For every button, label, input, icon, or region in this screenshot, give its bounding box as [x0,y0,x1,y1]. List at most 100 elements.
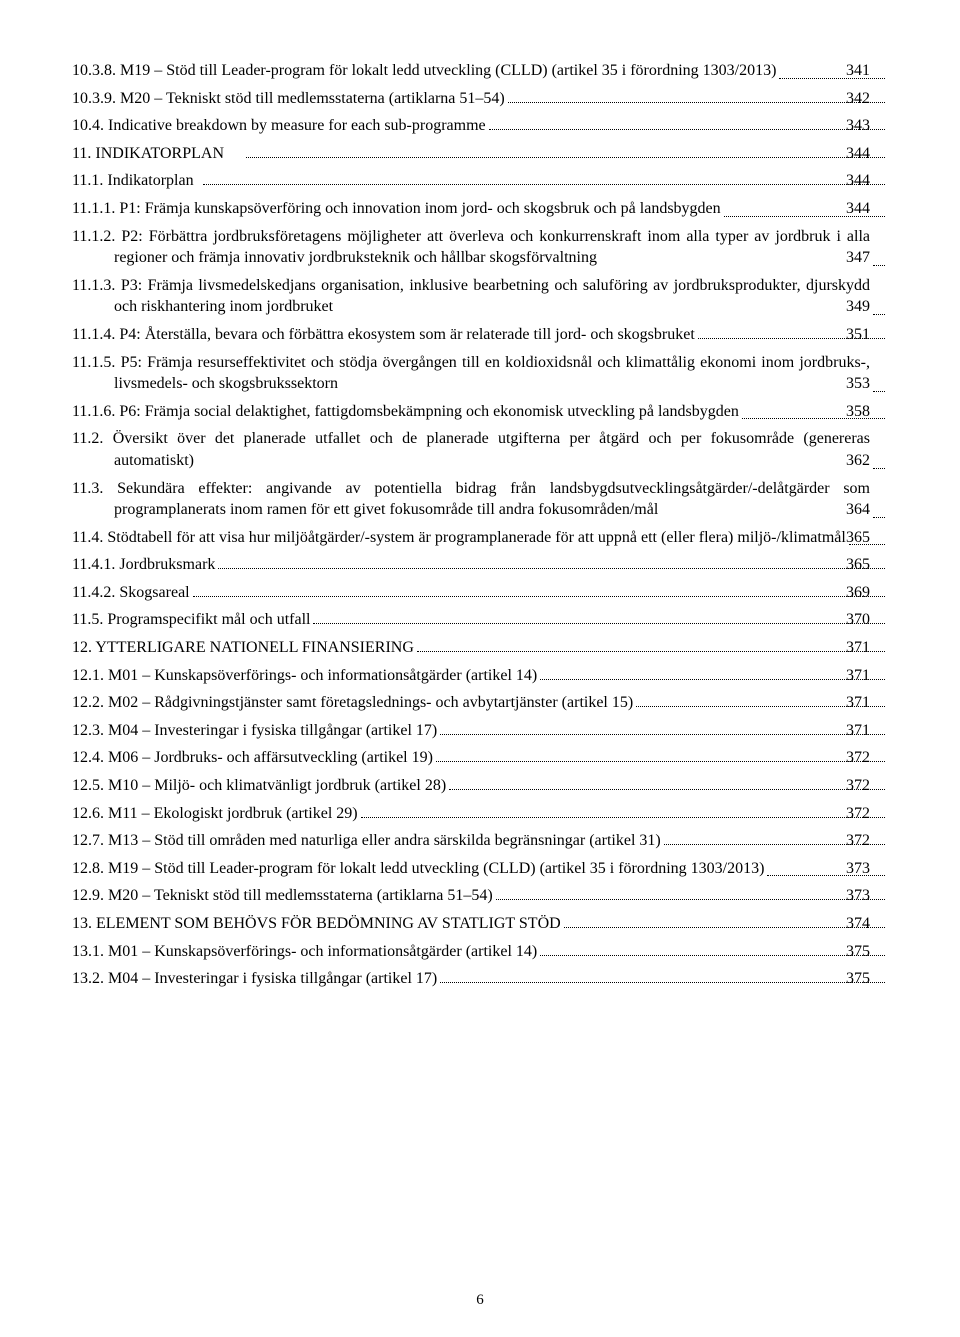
toc-number: 13. [72,915,96,932]
toc-entry: 12.3. M04 – Investeringar i fysiska till… [72,720,888,742]
toc-line: 12.2. M02 – Rådgivningstjänster samt för… [114,692,888,714]
toc-number: 13.2. [72,970,108,987]
toc-dots [496,899,885,900]
page-number: 6 [0,1292,960,1309]
toc-number: 11.1.6. [72,403,119,420]
toc-label: P3: Främja livsmedelskedjans organisatio… [114,277,870,316]
toc-text: 12.1. M01 – Kunskapsöverförings- och inf… [114,665,537,687]
toc-text: 12. YTTERLIGARE NATIONELL FINANSIERING [114,637,414,659]
toc-label: Indicative breakdown by measure for each… [108,117,486,134]
toc-entry: 11.1.1. P1: Främja kunskapsöverföring oc… [72,198,888,220]
toc-text: 10.4. Indicative breakdown by measure fo… [114,115,486,137]
toc-number: 11.4.1. [72,556,119,573]
toc-number: 11.1.5. [72,354,121,371]
toc-text: 11. INDIKATORPLAN [114,143,243,165]
toc-text: 11.1. Indikatorplan [114,170,200,192]
toc-label: P1: Främja kunskapsöverföring och innova… [119,200,720,217]
toc-dots [873,517,885,518]
toc-number: 10.3.9. [72,90,120,107]
toc-entry: 12.7. M13 – Stöd till områden med naturl… [72,830,888,852]
toc-line: 12.8. M19 – Stöd till Leader-program för… [114,858,888,880]
toc-dots [540,679,885,680]
toc-dots [873,265,885,266]
toc-text: 11.1.1. P1: Främja kunskapsöverföring oc… [114,198,721,220]
toc-entry: 13. ELEMENT SOM BEHÖVS FÖR BEDÖMNING AV … [72,913,888,935]
toc-number: 11.1.3. [72,277,121,294]
toc-label: Skogsareal [119,584,189,601]
toc-number: 10.3.8. [72,62,120,79]
toc-label: M13 – Stöd till områden med naturliga el… [108,832,661,849]
toc-text: 10.3.8. M19 – Stöd till Leader-program f… [114,60,776,82]
toc-dots [440,734,885,735]
toc-dots [246,157,885,158]
toc-entry: 11.3. Sekundära effekter: angivande av p… [72,478,888,521]
toc-line: 11.3. Sekundära effekter: angivande av p… [114,478,888,521]
toc-text: 10.3.9. M20 – Tekniskt stöd till medlems… [114,88,505,110]
toc-number: 11.1.2. [72,228,121,245]
toc-number: 12.8. [72,860,108,877]
toc-entry: 11.2. Översikt över det planerade utfall… [72,428,888,471]
toc-label: M20 – Tekniskt stöd till medlemsstaterna… [108,887,493,904]
toc-label: ELEMENT SOM BEHÖVS FÖR BEDÖMNING AV STAT… [96,915,561,932]
toc-text: 11.2. Översikt över det planerade utfall… [114,428,870,471]
toc-entry: 12.9. M20 – Tekniskt stöd till medlemsst… [72,885,888,907]
toc-text: 12.8. M19 – Stöd till Leader-program för… [114,858,764,880]
toc-line: 10.3.8. M19 – Stöd till Leader-program f… [114,60,888,82]
toc-dots [873,468,885,469]
toc-entry: 12.4. M06 – Jordbruks- och affärsutveckl… [72,747,888,769]
toc-text: 11.4.2. Skogsareal [114,582,190,604]
document-page: 10.3.8. M19 – Stöd till Leader-program f… [0,0,960,1337]
toc-line: 11.5. Programspecifikt mål och utfall370 [114,609,888,631]
toc-label: M01 – Kunskapsöverförings- och informati… [108,943,537,960]
toc-line: 13.2. M04 – Investeringar i fysiska till… [114,968,888,990]
toc-label: M04 – Investeringar i fysiska tillgångar… [108,970,437,987]
toc-line: 11.1.1. P1: Främja kunskapsöverföring oc… [114,198,888,220]
toc-label: M19 – Stöd till Leader-program för lokal… [108,860,764,877]
toc-entry: 11.1.2. P2: Förbättra jordbruksföretagen… [72,226,888,269]
toc-number: 12.7. [72,832,108,849]
toc-entry: 10.3.9. M20 – Tekniskt stöd till medlems… [72,88,888,110]
toc-dots [873,391,885,392]
toc-entry: 10.4. Indicative breakdown by measure fo… [72,115,888,137]
toc-dots [873,314,885,315]
toc-label: M04 – Investeringar i fysiska tillgångar… [108,722,437,739]
toc-text: 12.5. M10 – Miljö- och klimatvänligt jor… [114,775,446,797]
toc-entry: 12.6. M11 – Ekologiskt jordbruk (artikel… [72,803,888,825]
toc-number: 11.4. [72,529,107,546]
toc-number: 11.5. [72,611,107,628]
toc-label: M20 – Tekniskt stöd till medlemsstaterna… [120,90,505,107]
toc-line: 12.1. M01 – Kunskapsöverförings- och inf… [114,665,888,687]
toc-text: 12.7. M13 – Stöd till områden med naturl… [114,830,661,852]
toc-number: 11.2. [72,430,113,447]
toc-dots [203,184,885,185]
toc-entry: 11.1. Indikatorplan344 [72,170,888,192]
toc-number: 11.1. [72,172,107,189]
toc-number: 11.1.1. [72,200,119,217]
toc-text: 12.9. M20 – Tekniskt stöd till medlemsst… [114,885,493,907]
table-of-contents: 10.3.8. M19 – Stöd till Leader-program f… [72,60,888,990]
toc-label: P4: Återställa, bevara och förbättra eko… [119,326,694,343]
toc-entry: 12.8. M19 – Stöd till Leader-program för… [72,858,888,880]
toc-line: 13. ELEMENT SOM BEHÖVS FÖR BEDÖMNING AV … [114,913,888,935]
toc-entry: 12. YTTERLIGARE NATIONELL FINANSIERING37… [72,637,888,659]
toc-dots [564,927,885,928]
toc-line: 12.5. M10 – Miljö- och klimatvänligt jor… [114,775,888,797]
toc-label: INDIKATORPLAN [95,145,224,162]
toc-text: 11.1.6. P6: Främja social delaktighet, f… [114,401,739,423]
toc-line: 11.4. Stödtabell för att visa hur miljöå… [114,527,888,549]
toc-entry: 11.5. Programspecifikt mål och utfall370 [72,609,888,631]
toc-number: 12.2. [72,694,108,711]
toc-label: P2: Förbättra jordbruksföretagens möjlig… [114,228,870,267]
toc-label: Jordbruksmark [119,556,215,573]
toc-text: 12.3. M04 – Investeringar i fysiska till… [114,720,437,742]
toc-label: M19 – Stöd till Leader-program för lokal… [120,62,776,79]
toc-number: 12.9. [72,887,108,904]
toc-line: 11.1.5. P5: Främja resurseffektivitet oc… [114,352,888,395]
toc-label: M06 – Jordbruks- och affärsutveckling (a… [108,749,433,766]
toc-label: P5: Främja resurseffektivitet och stödja… [114,354,870,393]
toc-text: 13.1. M01 – Kunskapsöverförings- och inf… [114,941,537,963]
toc-text: 12.2. M02 – Rådgivningstjänster samt för… [114,692,633,714]
toc-line: 11.1.6. P6: Främja social delaktighet, f… [114,401,888,423]
toc-text: 11.1.3. P3: Främja livsmedelskedjans org… [114,275,870,318]
toc-line: 12.6. M11 – Ekologiskt jordbruk (artikel… [114,803,888,825]
